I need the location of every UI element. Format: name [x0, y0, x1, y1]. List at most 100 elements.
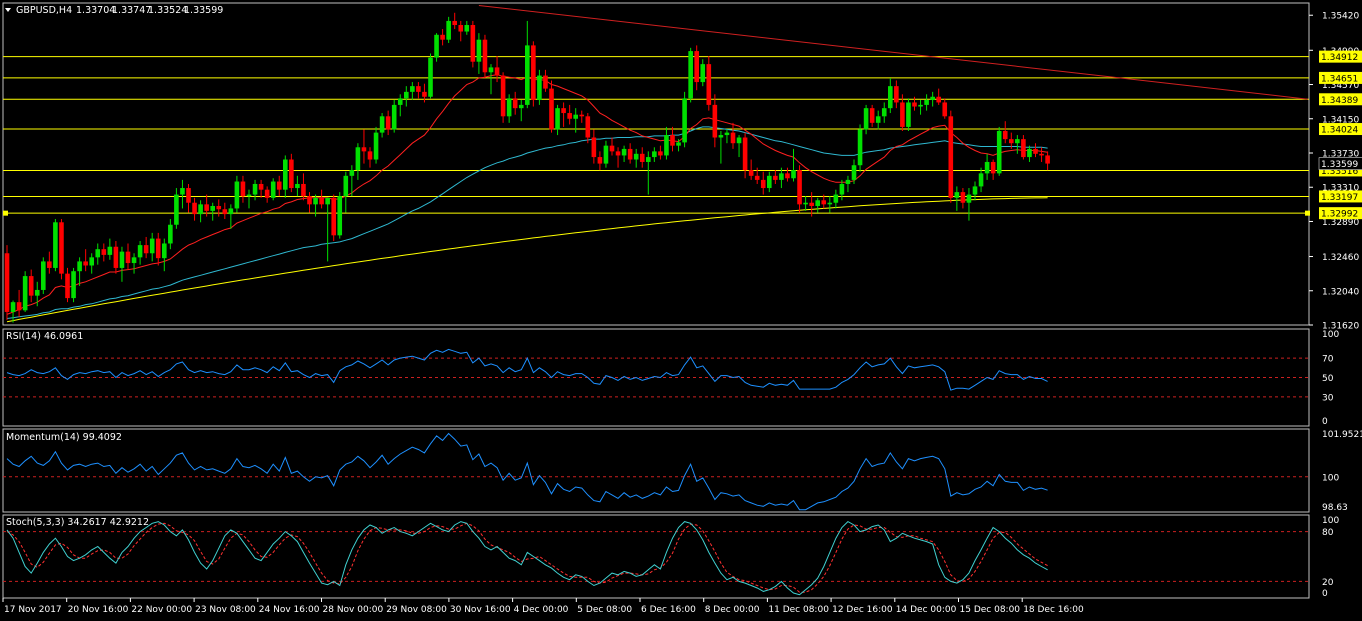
triangle-down-icon[interactable]	[5, 8, 11, 12]
pane-frame-main	[2, 2, 1310, 326]
candle	[180, 179, 185, 209]
candle-body	[918, 104, 923, 107]
candle	[767, 171, 772, 193]
candle-body	[204, 204, 209, 211]
candle-body	[216, 205, 222, 210]
candle-body	[301, 183, 306, 197]
candle	[385, 110, 391, 136]
candle	[609, 137, 615, 156]
candle-body	[785, 173, 790, 179]
candle-body	[888, 86, 893, 109]
trendline	[478, 4, 1308, 100]
candle	[186, 183, 191, 213]
candle	[833, 189, 839, 209]
candle	[791, 148, 796, 182]
candle	[549, 80, 554, 133]
candle-body	[349, 170, 355, 176]
candle	[1009, 132, 1014, 149]
candle-body	[791, 170, 796, 179]
rsi-title: RSI(14) 46.0961	[6, 331, 83, 342]
candle-body	[65, 273, 70, 299]
candle	[476, 33, 482, 74]
momentum-pane[interactable]: Momentum(14) 99.4092 101.9521 100 98.63	[3, 430, 1362, 513]
candle	[591, 129, 597, 164]
candle-body	[646, 157, 651, 162]
candle	[264, 186, 270, 203]
candle-body	[1039, 153, 1044, 156]
candle	[972, 181, 978, 201]
candle	[724, 129, 730, 144]
candle-body	[664, 135, 669, 156]
candle-body	[343, 175, 349, 197]
candle-body	[186, 188, 191, 203]
candle-body	[760, 179, 766, 189]
candle	[125, 243, 131, 270]
candle	[434, 33, 439, 62]
candle-body	[434, 34, 439, 58]
candle-body	[972, 186, 978, 195]
candle-body	[53, 222, 58, 268]
price-pane[interactable]: 1.354201.349901.345701.341501.337301.333…	[3, 4, 1362, 332]
candle	[869, 104, 875, 127]
indicator-tick-label: 20	[1322, 578, 1334, 588]
candle	[325, 197, 330, 262]
candle-body	[531, 45, 536, 101]
price-tick-label: 1.32460	[1322, 253, 1359, 263]
candle	[694, 45, 699, 91]
candle-body	[337, 196, 343, 236]
candle	[676, 139, 681, 152]
candle	[95, 243, 101, 265]
candle-body	[397, 98, 403, 105]
indicator-tick-label: 100	[1322, 473, 1339, 483]
candle-body	[506, 98, 512, 117]
candle	[234, 175, 240, 213]
candle	[143, 236, 149, 259]
candle-body	[724, 132, 730, 136]
candle	[857, 124, 863, 172]
candle-body	[240, 181, 246, 197]
candle-body	[494, 67, 500, 76]
candle	[131, 253, 137, 274]
candle-body	[83, 261, 88, 266]
candle-body	[555, 108, 560, 130]
candle-body	[821, 200, 827, 205]
candle	[295, 175, 300, 197]
candle-body	[591, 137, 597, 158]
candle-body	[815, 200, 820, 206]
candle	[301, 173, 306, 201]
candle-body	[658, 151, 663, 156]
candle	[881, 102, 887, 123]
candle	[162, 238, 167, 272]
candlesticks	[4, 12, 1050, 323]
time-tick-label: 14 Dec 00:00	[896, 605, 957, 615]
trendline-group[interactable]	[478, 4, 1308, 100]
candle-body	[59, 222, 64, 274]
candle-body	[1002, 130, 1008, 140]
candle	[349, 165, 355, 197]
rsi-pane[interactable]: RSI(14) 46.0961 100 70 50 30 0	[3, 330, 1339, 427]
candle	[204, 194, 209, 217]
candle	[155, 232, 161, 266]
candle	[252, 179, 258, 201]
mom-line	[6, 432, 1048, 511]
candle	[652, 147, 657, 162]
indicator-tick-label: 50	[1322, 374, 1334, 384]
candle	[658, 145, 663, 160]
candle	[422, 83, 427, 103]
stochastic-pane[interactable]: Stoch(5,3,3) 34.2617 42.9212 100 80 200	[3, 516, 1339, 599]
candle	[216, 199, 222, 217]
candle	[839, 179, 845, 201]
candle-body	[119, 251, 125, 268]
candle-body	[954, 192, 960, 198]
candle-body	[41, 261, 46, 290]
candle	[258, 179, 264, 198]
candle	[633, 148, 639, 168]
time-tick-label: 20 Nov 16:00	[68, 605, 129, 615]
candle-body	[996, 130, 1002, 174]
candle	[494, 55, 500, 83]
candle-body	[803, 202, 808, 205]
candle	[531, 41, 536, 107]
candle-body	[107, 246, 113, 255]
stoch-main-line	[6, 520, 1048, 596]
